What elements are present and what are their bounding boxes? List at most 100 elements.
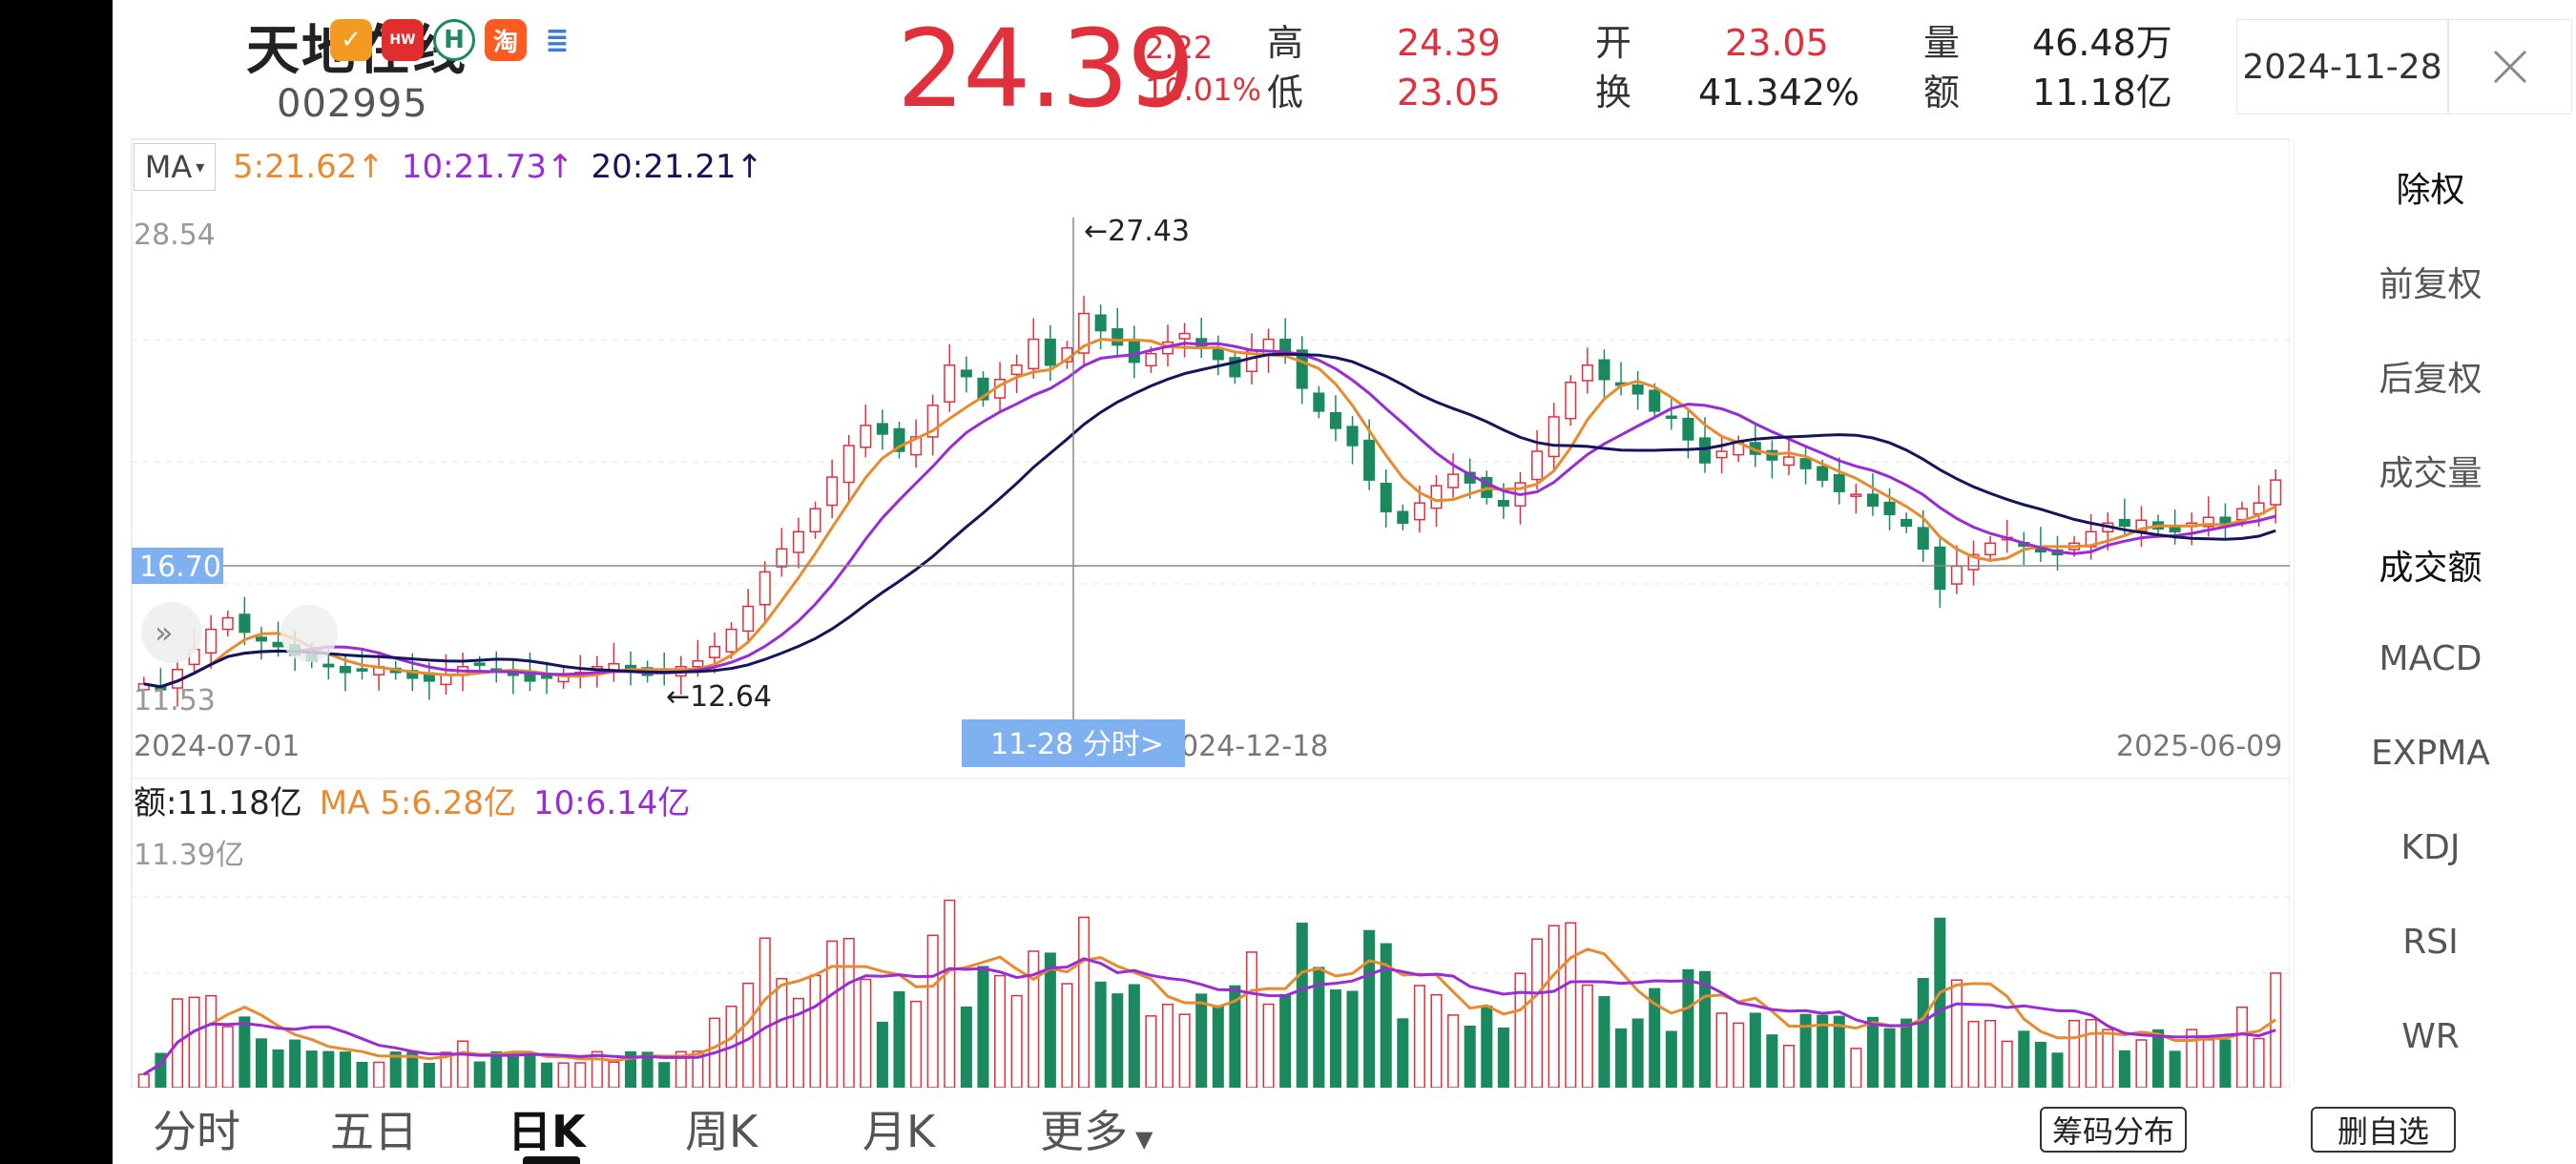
candle-body-65 [1229, 357, 1241, 378]
menu-item-kdj[interactable]: KDJ [2400, 828, 2461, 867]
huawei-badge-icon[interactable]: HW [382, 19, 424, 61]
candle-body-13 [356, 668, 368, 672]
menu-item-backward-adjust[interactable]: 后复权 [2379, 359, 2483, 399]
amount-bar-68 [1279, 993, 1292, 1088]
active-tab-indicator [523, 1156, 580, 1164]
menu-item-expma[interactable]: EXPMA [2371, 734, 2490, 773]
menu-item-macd[interactable]: MACD [2379, 639, 2483, 678]
amount-bar-87 [1598, 996, 1610, 1088]
amount-bar-123 [2202, 1039, 2214, 1088]
amount-bar-45 [893, 991, 905, 1088]
open-value: 23.05 [1725, 22, 1829, 64]
amount-bar-52 [1010, 994, 1023, 1088]
ma5-line [143, 338, 2276, 689]
amount-bar-48 [944, 899, 956, 1088]
candle-body-78 [1447, 473, 1460, 488]
amount-bar-21 [490, 1050, 503, 1088]
amount-bar-67 [1262, 1003, 1275, 1088]
margin-badge-icon[interactable]: ≣ [536, 19, 578, 61]
menu-item-wr[interactable]: WR [2401, 1017, 2460, 1056]
tab-five-day[interactable]: 五日 [330, 1106, 418, 1157]
collapse-button[interactable] [280, 605, 338, 662]
amount-bar-72 [1346, 990, 1359, 1088]
candle-body-105 [1901, 518, 1913, 528]
candle-body-108 [1950, 565, 1963, 585]
candle-body-41 [826, 476, 839, 507]
tab-daily-k[interactable]: 日K [508, 1106, 586, 1157]
tab-monthly-k[interactable]: 月K [862, 1106, 936, 1157]
candle-body-70 [1313, 392, 1325, 412]
amount-bar-3 [188, 996, 200, 1088]
candle-body-56 [1078, 312, 1091, 354]
amount-bar-125 [2235, 1006, 2249, 1088]
ma-selector[interactable]: MA ▾ [134, 143, 216, 191]
taobao-badge-icon[interactable]: 淘 [485, 19, 527, 61]
candle-body-33 [692, 659, 704, 668]
date-picker[interactable]: 2024-11-28 [2236, 19, 2448, 114]
bookmark-badge-icon[interactable]: ✓ [330, 19, 372, 61]
amount-bar-101 [1833, 1015, 1845, 1088]
amount-bar-62 [1178, 1013, 1191, 1088]
scroll-left-button[interactable] [141, 602, 202, 663]
candle-body-8 [272, 641, 284, 648]
candle-body-118 [2118, 518, 2130, 528]
amount-bar-107 [1934, 917, 1946, 1088]
amount-bar-117 [2102, 1029, 2114, 1088]
amount-bar-56 [1078, 916, 1091, 1088]
candle-body-24 [541, 675, 553, 679]
menu-item-amount[interactable]: 成交额 [2379, 548, 2483, 588]
candle-body-92 [1682, 417, 1694, 441]
menu-item-volume[interactable]: 成交量 [2379, 453, 2483, 493]
kline-chart[interactable]: 16.70 28.54 11.53 ←27.43 ←12.64 2024-07-… [113, 134, 2290, 1088]
candle-body-103 [1866, 493, 1879, 507]
candle-body-12 [339, 666, 351, 674]
amount-bar-113 [2034, 1041, 2046, 1088]
candle-body-58 [1111, 328, 1124, 346]
amount-bar-77 [1430, 993, 1443, 1088]
amount-bar-6 [239, 1016, 251, 1088]
menu-item-rsi[interactable]: RSI [2402, 923, 2459, 962]
ma20-line [143, 352, 2276, 689]
amount-bar-24 [541, 1062, 553, 1088]
date-axis-start: 2024-07-01 [134, 730, 300, 763]
amount-bar-15 [389, 1051, 402, 1088]
price-change: 2.22 10.01% [1145, 27, 1261, 111]
amount-bar-41 [826, 940, 839, 1088]
candle-body-107 [1934, 546, 1946, 591]
amount-bar-13 [356, 1061, 368, 1088]
candle-body-74 [1380, 482, 1392, 512]
crosshair-date[interactable]: 11-28 分时> [990, 728, 1164, 761]
candle-body-18 [440, 675, 452, 686]
amount-ma5: MA 5:6.28亿 [319, 784, 516, 822]
chip-distribution-button[interactable]: 筹码分布 [2040, 1107, 2187, 1153]
menu-item-ex-rights[interactable]: 除权 [2396, 170, 2465, 210]
candle-body-52 [1010, 364, 1023, 376]
tab-weekly-k[interactable]: 周K [685, 1106, 758, 1157]
close-button[interactable] [2448, 19, 2572, 114]
tab-more[interactable]: 更多 ▼ [1038, 1097, 1215, 1160]
amount-bar-39 [792, 997, 804, 1088]
hk-connect-badge-icon[interactable]: H [433, 19, 475, 61]
price-axis-bottom: 11.53 [134, 684, 216, 717]
amount-bar-124 [2219, 1039, 2232, 1088]
amount-bar-73 [1363, 929, 1376, 1088]
turnover-value: 41.342% [1698, 72, 1860, 114]
last-price: 24.39 [897, 8, 1195, 132]
candle-body-4 [205, 628, 218, 655]
crosshair-date-box[interactable] [962, 719, 1185, 767]
candle-body-123 [2202, 516, 2214, 528]
candle-body-37 [758, 571, 771, 606]
remove-watchlist-button[interactable]: 删自选 [2311, 1107, 2456, 1153]
high-label: 高 [1267, 22, 1304, 64]
amount-bar-58 [1111, 993, 1124, 1088]
candle-body-48 [944, 364, 956, 403]
amount-bar-105 [1901, 1018, 1913, 1088]
tab-intraday[interactable]: 分时 [153, 1106, 240, 1157]
candle-body-85 [1565, 382, 1577, 420]
candle-body-71 [1329, 411, 1341, 429]
menu-item-forward-adjust[interactable]: 前复权 [2379, 264, 2483, 304]
chart-frame [131, 138, 2290, 1088]
amount-bar-27 [591, 1050, 603, 1088]
candle-body-86 [1581, 364, 1593, 382]
amount-bar-84 [1548, 925, 1560, 1088]
